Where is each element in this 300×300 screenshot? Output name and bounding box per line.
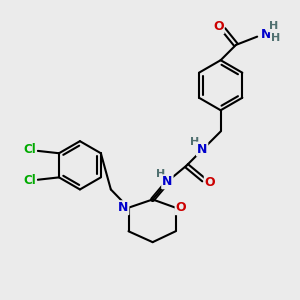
Text: Cl: Cl xyxy=(23,143,36,156)
Text: O: O xyxy=(205,176,215,189)
Text: O: O xyxy=(213,20,224,33)
Text: H: H xyxy=(271,33,280,43)
Text: N: N xyxy=(162,175,172,188)
Text: H: H xyxy=(269,21,278,31)
Text: Cl: Cl xyxy=(23,174,36,188)
Text: N: N xyxy=(118,201,128,214)
Text: H: H xyxy=(190,137,199,147)
Text: N: N xyxy=(197,142,207,156)
Text: N: N xyxy=(261,28,271,41)
Text: H: H xyxy=(156,169,165,179)
Text: O: O xyxy=(176,201,186,214)
